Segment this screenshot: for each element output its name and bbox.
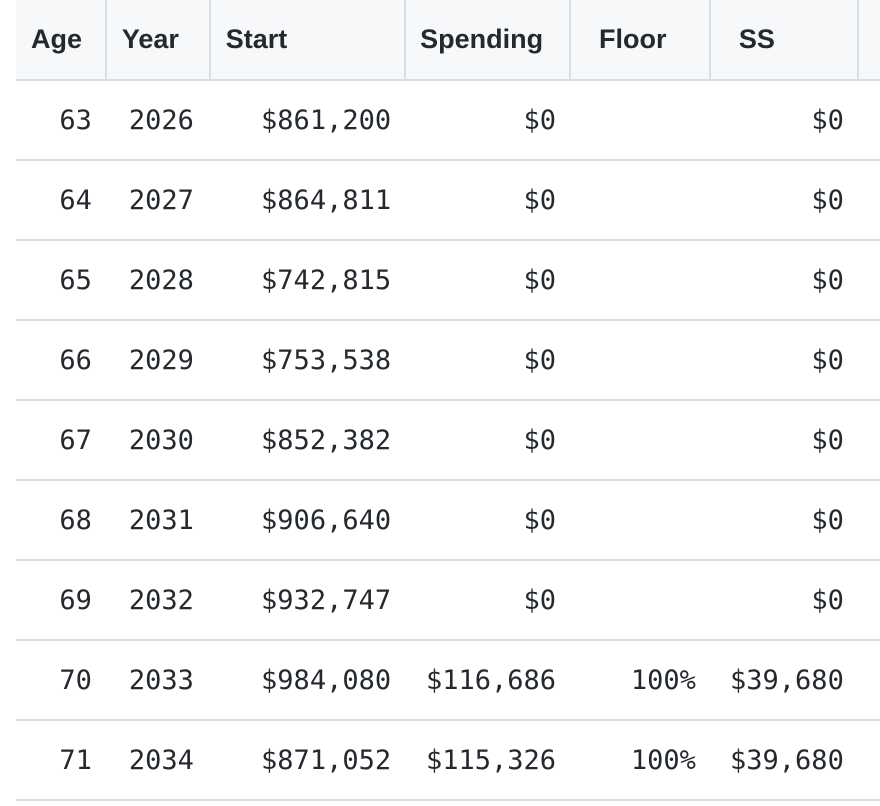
table-row: 66 2029 $753,538 $0 $0 [16,320,880,401]
cell-start: $871,052 [209,720,406,801]
projection-table-container: Age Year Start Spending Floor SS 63 2026 $… [16,0,880,801]
cell-overflow [857,720,880,801]
cell-overflow [857,80,880,161]
cell-ss: $0 [709,160,858,241]
cell-age: 69 [16,560,106,641]
cell-floor [570,320,710,401]
cell-spending: $0 [405,320,571,401]
cell-year: 2028 [105,240,210,321]
cell-age: 67 [16,400,106,481]
cell-floor: 100% [570,640,710,721]
table-row: 68 2031 $906,640 $0 $0 [16,480,880,561]
table-row: 70 2033 $984,080 $116,686 100% $39,680 [16,640,880,721]
cell-year: 2026 [105,80,210,161]
cell-spending: $115,326 [405,720,571,801]
cell-floor: 100% [570,720,710,801]
cell-year: 2030 [105,400,210,481]
cell-spending: $0 [405,240,571,321]
column-header-age[interactable]: Age [16,0,107,81]
projection-table: Age Year Start Spending Floor SS 63 2026 $… [16,0,880,801]
cell-year: 2029 [105,320,210,401]
cell-overflow [857,640,880,721]
column-header-start[interactable]: Start [209,0,407,81]
cell-spending: $0 [405,160,571,241]
table-row: 65 2028 $742,815 $0 $0 [16,240,880,321]
cell-ss: $0 [709,480,858,561]
cell-overflow [857,560,880,641]
cell-start: $742,815 [209,240,406,321]
cell-year: 2027 [105,160,210,241]
cell-ss: $0 [709,400,858,481]
table-body: 63 2026 $861,200 $0 $0 64 2027 $864,811 $0 $0 65 20… [16,80,880,801]
column-header-spending[interactable]: Spending [405,0,572,81]
table-row: 63 2026 $861,200 $0 $0 [16,80,880,161]
cell-age: 71 [16,720,106,801]
cell-floor [570,560,710,641]
cell-start: $852,382 [209,400,406,481]
cell-overflow [857,320,880,401]
cell-start: $906,640 [209,480,406,561]
cell-year: 2031 [105,480,210,561]
table-row: 64 2027 $864,811 $0 $0 [16,160,880,241]
cell-ss: $39,680 [709,640,858,721]
cell-floor [570,400,710,481]
cell-age: 68 [16,480,106,561]
cell-spending: $116,686 [405,640,571,721]
cell-age: 70 [16,640,106,721]
cell-floor [570,480,710,561]
cell-start: $864,811 [209,160,406,241]
cell-ss: $0 [709,320,858,401]
cell-year: 2033 [105,640,210,721]
cell-start: $932,747 [209,560,406,641]
cell-overflow [857,160,880,241]
table-row: 69 2032 $932,747 $0 $0 [16,560,880,641]
cell-spending: $0 [405,480,571,561]
cell-start: $984,080 [209,640,406,721]
cell-overflow [857,240,880,321]
cell-age: 63 [16,80,106,161]
column-header-floor[interactable]: Floor [570,0,711,81]
cell-floor [570,80,710,161]
cell-spending: $0 [405,560,571,641]
cell-spending: $0 [405,80,571,161]
column-header-ss[interactable]: SS [709,0,859,81]
cell-age: 65 [16,240,106,321]
table-header: Age Year Start Spending Floor SS [16,0,880,81]
cell-age: 64 [16,160,106,241]
cell-year: 2034 [105,720,210,801]
table-row: 67 2030 $852,382 $0 $0 [16,400,880,481]
cell-ss: $0 [709,240,858,321]
cell-year: 2032 [105,560,210,641]
cell-ss: $0 [709,560,858,641]
cell-floor [570,160,710,241]
cell-overflow [857,480,880,561]
cell-ss: $39,680 [709,720,858,801]
cell-floor [570,240,710,321]
cell-start: $753,538 [209,320,406,401]
column-header-year[interactable]: Year [105,0,211,81]
cell-start: $861,200 [209,80,406,161]
header-row: Age Year Start Spending Floor SS [16,0,880,81]
cell-overflow [857,400,880,481]
column-header-overflow [857,0,880,81]
cell-ss: $0 [709,80,858,161]
cell-spending: $0 [405,400,571,481]
cell-age: 66 [16,320,106,401]
table-row: 71 2034 $871,052 $115,326 100% $39,680 [16,720,880,801]
